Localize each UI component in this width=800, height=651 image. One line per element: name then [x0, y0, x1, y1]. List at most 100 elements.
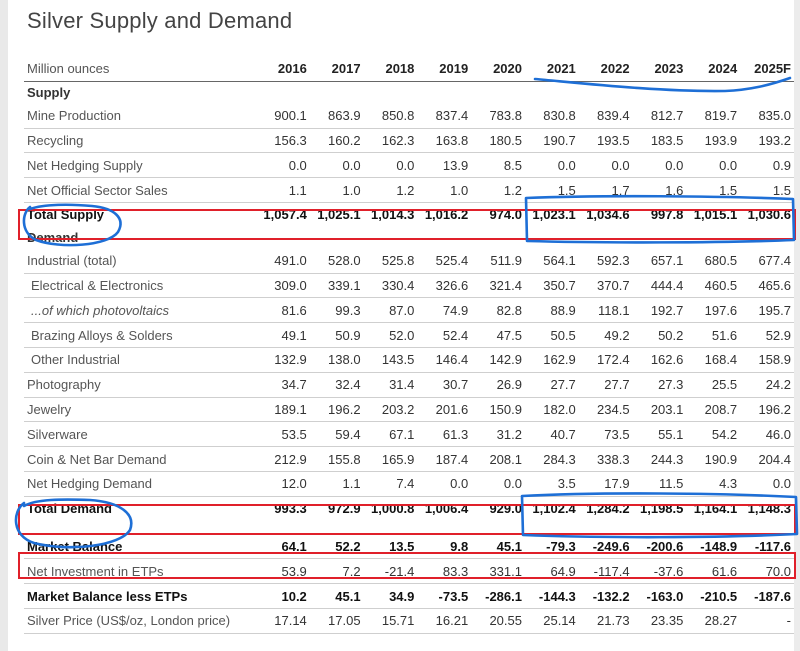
row-net-official-sector-sales: Net Official Sector Sales 1.1 1.0 1.2 1.0 1.2…	[24, 177, 794, 203]
cell-value: -79.3	[524, 534, 579, 560]
cell-value: -37.6	[632, 558, 687, 585]
cell-value: 67.1	[363, 421, 418, 448]
cell-value: 52.9	[740, 322, 794, 348]
cell-value: -117.4	[578, 558, 633, 585]
cell-value: 350.7	[524, 273, 579, 299]
cell-value: -144.3	[524, 583, 579, 609]
cell-value: 564.1	[524, 248, 579, 274]
cell-value: 99.3	[309, 297, 364, 324]
cell-value: 234.5	[578, 397, 633, 423]
cell-value: 162.6	[632, 347, 687, 373]
cell-value: 160.2	[309, 128, 364, 154]
cell-value: 26.9	[471, 372, 525, 398]
cell-value: 53.9	[256, 558, 310, 585]
cell-value: 81.6	[256, 297, 310, 324]
cell-value: 87.0	[363, 297, 418, 324]
row-label: Electrical & Electronics	[24, 273, 256, 299]
cell-value: -148.9	[686, 534, 741, 560]
cell-value: 0.0	[524, 152, 579, 179]
cell-value: 528.0	[309, 248, 364, 274]
cell-value: -163.0	[632, 583, 687, 609]
section-heading: Supply	[27, 85, 71, 101]
cell-value: 837.4	[417, 103, 472, 129]
row-industrial-total: Industrial (total) 491.0 528.0 525.8 525.4 51…	[24, 248, 794, 274]
cell-value: 1,030.6	[747, 207, 791, 223]
cell-value: 9.8	[417, 534, 472, 560]
cell-value: 1,148.3	[747, 501, 791, 517]
cell-value: 74.9	[417, 297, 472, 324]
row-label: Jewelry	[24, 397, 256, 423]
left-page-edge	[0, 0, 8, 651]
cell-value: 51.6	[686, 322, 741, 348]
year-header: 2017	[309, 57, 364, 82]
cell-value: -286.1	[471, 583, 525, 609]
cell-value: 212.9	[256, 446, 310, 472]
cell-value: 592.3	[578, 248, 633, 274]
header-row: Million ounces 2016 2017 2018 2019 2020 …	[24, 57, 794, 82]
cell-value: 193.2	[740, 128, 794, 154]
cell-value: 331.1	[471, 558, 525, 585]
row-net-hedging-supply: Net Hedging Supply 0.0 0.0 0.0 13.9 8.5 0.0 0.0…	[24, 152, 794, 179]
row-recycling: Recycling 156.3 160.2 162.3 163.8 180.5 190.7 1…	[24, 128, 794, 154]
cell-value: 1.5	[524, 177, 579, 203]
cell-value: 34.9	[363, 583, 418, 609]
row-label: Brazing Alloys & Solders	[24, 322, 256, 348]
cell-value: 783.8	[471, 103, 525, 129]
cell-value: 40.7	[524, 421, 579, 448]
cell-value: 10.2	[256, 583, 310, 609]
cell-value: 52.4	[417, 322, 472, 348]
row-silver-price-us-oz-london-price: Silver Price (US$/oz, London price) 17.14…	[24, 608, 794, 634]
row-label: Total Supply	[27, 207, 105, 223]
row-label: Silverware	[24, 421, 256, 448]
cell-value: 31.2	[471, 421, 525, 448]
row-label: Photography	[24, 372, 256, 398]
cell-value: 850.8	[363, 103, 418, 129]
cell-value: 1.0	[417, 177, 472, 203]
cell-value: 193.5	[578, 128, 633, 154]
cell-value: 53.5	[256, 421, 310, 448]
cell-value: 55.1	[632, 421, 687, 448]
cell-value: 1.0	[309, 177, 364, 203]
cell-value: 138.0	[309, 347, 364, 373]
cell-value: 525.8	[363, 248, 418, 274]
cell-value: 13.9	[417, 152, 472, 179]
cell-value: 11.5	[632, 471, 687, 497]
cell-value: 330.4	[363, 273, 418, 299]
cell-value: 321.4	[471, 273, 525, 299]
cell-value: 13.5	[363, 534, 418, 560]
cell-value: 193.9	[686, 128, 741, 154]
cell-value: 1.5	[686, 177, 741, 203]
cell-value: 142.9	[471, 347, 525, 373]
cell-value: 900.1	[256, 103, 310, 129]
cell-value: 34.7	[256, 372, 310, 398]
cell-value: 182.0	[524, 397, 579, 423]
cell-value: 45.1	[471, 534, 525, 560]
cell-value: 17.05	[309, 608, 364, 634]
cell-value: 195.7	[740, 297, 794, 324]
cell-value: 0.0	[578, 152, 633, 179]
cell-value: 657.1	[632, 248, 687, 274]
year-header: 2022	[578, 57, 633, 82]
row-net-hedging-demand: Net Hedging Demand 12.0 1.1 7.4 0.0 0.0 3.5 17.…	[24, 471, 794, 497]
cell-value: 162.9	[524, 347, 579, 373]
cell-value: 162.3	[363, 128, 418, 154]
row-mine-production: Mine Production 900.1 863.9 850.8 837.4 783.8…	[24, 103, 794, 129]
cell-value: 284.3	[524, 446, 579, 472]
cell-value: 370.7	[578, 273, 633, 299]
cell-value: 59.4	[309, 421, 364, 448]
cell-value: 997.8	[650, 207, 684, 223]
row-label: Net Investment in ETPs	[24, 558, 256, 585]
cell-value: 0.0	[417, 471, 472, 497]
row-label: Market Balance	[24, 534, 256, 560]
cell-value: 465.6	[740, 273, 794, 299]
year-header: 2023	[632, 57, 687, 82]
cell-value: 1,014.3	[371, 207, 415, 223]
cell-value: 24.2	[740, 372, 794, 398]
cell-value: 196.2	[740, 397, 794, 423]
cell-value: 12.0	[256, 471, 310, 497]
cell-value: 7.4	[363, 471, 418, 497]
cell-value: 339.1	[309, 273, 364, 299]
cell-value: -187.6	[740, 583, 794, 609]
cell-value: 27.3	[632, 372, 687, 398]
year-header: 2021	[524, 57, 579, 82]
